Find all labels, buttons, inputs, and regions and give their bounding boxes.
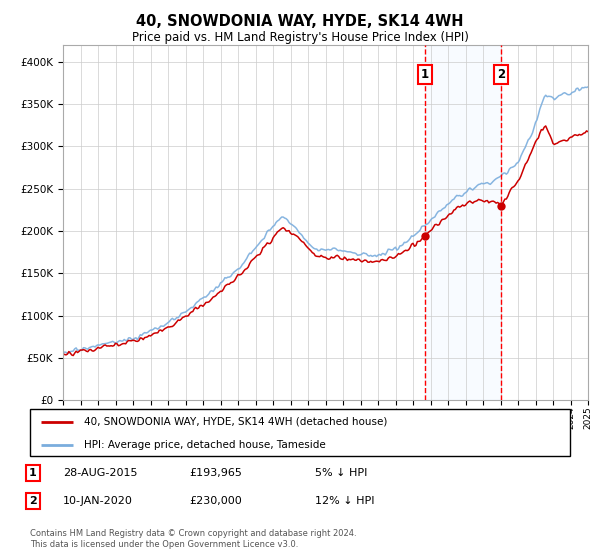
- FancyBboxPatch shape: [30, 409, 570, 456]
- Text: 40, SNOWDONIA WAY, HYDE, SK14 4WH (detached house): 40, SNOWDONIA WAY, HYDE, SK14 4WH (detac…: [84, 417, 388, 427]
- Text: £193,965: £193,965: [189, 468, 242, 478]
- Text: HPI: Average price, detached house, Tameside: HPI: Average price, detached house, Tame…: [84, 440, 326, 450]
- Text: 2: 2: [29, 496, 37, 506]
- Text: £230,000: £230,000: [189, 496, 242, 506]
- Text: 1: 1: [29, 468, 37, 478]
- Text: 28-AUG-2015: 28-AUG-2015: [63, 468, 137, 478]
- Text: Price paid vs. HM Land Registry's House Price Index (HPI): Price paid vs. HM Land Registry's House …: [131, 31, 469, 44]
- Text: 5% ↓ HPI: 5% ↓ HPI: [315, 468, 367, 478]
- Text: 40, SNOWDONIA WAY, HYDE, SK14 4WH: 40, SNOWDONIA WAY, HYDE, SK14 4WH: [136, 14, 464, 29]
- Text: 2: 2: [497, 68, 505, 81]
- Text: Contains HM Land Registry data © Crown copyright and database right 2024.
This d: Contains HM Land Registry data © Crown c…: [30, 529, 356, 549]
- Text: 1: 1: [421, 68, 428, 81]
- Text: 10-JAN-2020: 10-JAN-2020: [63, 496, 133, 506]
- Text: 12% ↓ HPI: 12% ↓ HPI: [315, 496, 374, 506]
- Bar: [425, 45, 501, 400]
